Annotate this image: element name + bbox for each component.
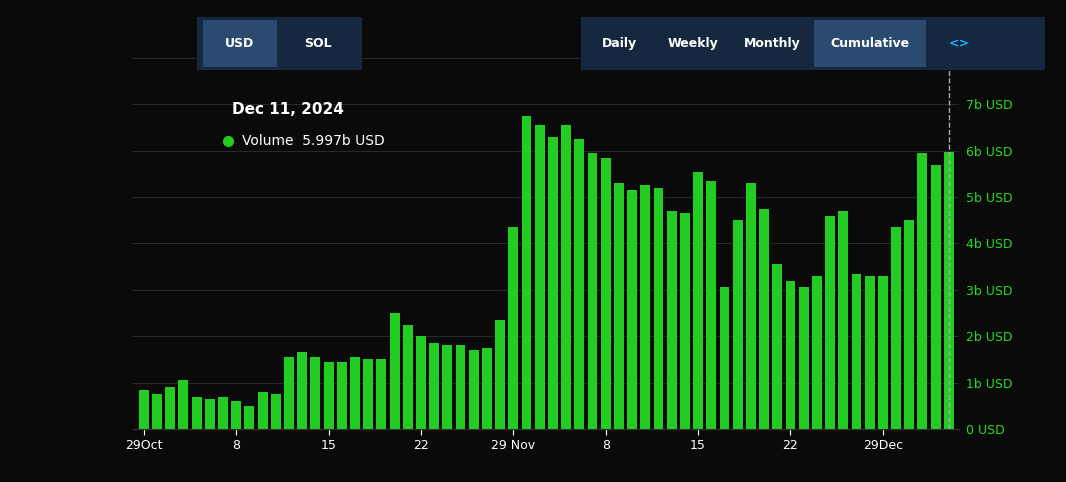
Bar bbox=[653, 187, 663, 429]
Bar bbox=[442, 346, 452, 429]
Bar bbox=[548, 137, 558, 429]
Bar bbox=[482, 348, 491, 429]
Bar bbox=[865, 276, 874, 429]
Bar bbox=[139, 389, 149, 429]
Bar bbox=[389, 313, 400, 429]
Bar bbox=[403, 324, 413, 429]
Bar bbox=[192, 397, 201, 429]
Bar bbox=[931, 164, 940, 429]
Bar bbox=[852, 274, 861, 429]
Bar bbox=[746, 183, 756, 429]
Text: Volume  5.997b USD: Volume 5.997b USD bbox=[242, 134, 385, 148]
Bar bbox=[680, 213, 690, 429]
Bar bbox=[350, 357, 360, 429]
Bar bbox=[310, 357, 320, 429]
Text: Dec 11, 2024: Dec 11, 2024 bbox=[232, 102, 344, 118]
Text: <>: <> bbox=[949, 37, 970, 50]
Bar bbox=[244, 406, 255, 429]
Bar bbox=[773, 264, 782, 429]
Bar bbox=[496, 320, 505, 429]
Bar bbox=[561, 125, 571, 429]
Bar bbox=[508, 227, 518, 429]
Bar bbox=[152, 394, 162, 429]
Bar bbox=[601, 158, 611, 429]
Text: SOL: SOL bbox=[304, 37, 332, 50]
Bar bbox=[297, 352, 307, 429]
Bar bbox=[219, 397, 228, 429]
Bar bbox=[825, 215, 835, 429]
Bar bbox=[614, 183, 624, 429]
Text: Weekly: Weekly bbox=[667, 37, 718, 50]
Bar bbox=[720, 287, 729, 429]
Bar bbox=[587, 153, 597, 429]
Bar bbox=[891, 227, 901, 429]
Bar bbox=[812, 276, 822, 429]
Bar bbox=[535, 125, 545, 429]
Bar bbox=[364, 360, 373, 429]
Bar bbox=[838, 211, 849, 429]
Bar bbox=[455, 346, 466, 429]
Text: Monthly: Monthly bbox=[743, 37, 801, 50]
Bar bbox=[178, 380, 189, 429]
Bar bbox=[575, 139, 584, 429]
Bar bbox=[271, 394, 280, 429]
Text: USD: USD bbox=[225, 37, 255, 50]
Bar bbox=[284, 357, 294, 429]
Bar bbox=[693, 172, 704, 429]
Bar bbox=[918, 153, 927, 429]
Bar bbox=[798, 287, 809, 429]
Bar bbox=[943, 152, 954, 429]
Bar bbox=[416, 336, 426, 429]
Text: Daily: Daily bbox=[602, 37, 636, 50]
Bar bbox=[627, 190, 637, 429]
Bar bbox=[231, 401, 241, 429]
Bar bbox=[732, 220, 743, 429]
Bar bbox=[469, 350, 479, 429]
Bar bbox=[786, 281, 795, 429]
Bar bbox=[521, 116, 532, 429]
Bar bbox=[666, 211, 677, 429]
Bar bbox=[707, 181, 716, 429]
Text: Cumulative: Cumulative bbox=[830, 37, 910, 50]
Bar bbox=[376, 360, 386, 429]
Bar bbox=[904, 220, 915, 429]
Bar bbox=[337, 362, 346, 429]
Bar bbox=[878, 276, 888, 429]
Bar bbox=[258, 392, 268, 429]
Bar bbox=[430, 343, 439, 429]
Bar bbox=[165, 387, 175, 429]
Bar bbox=[759, 209, 769, 429]
Bar bbox=[641, 186, 650, 429]
Bar bbox=[324, 362, 334, 429]
Bar bbox=[205, 399, 214, 429]
